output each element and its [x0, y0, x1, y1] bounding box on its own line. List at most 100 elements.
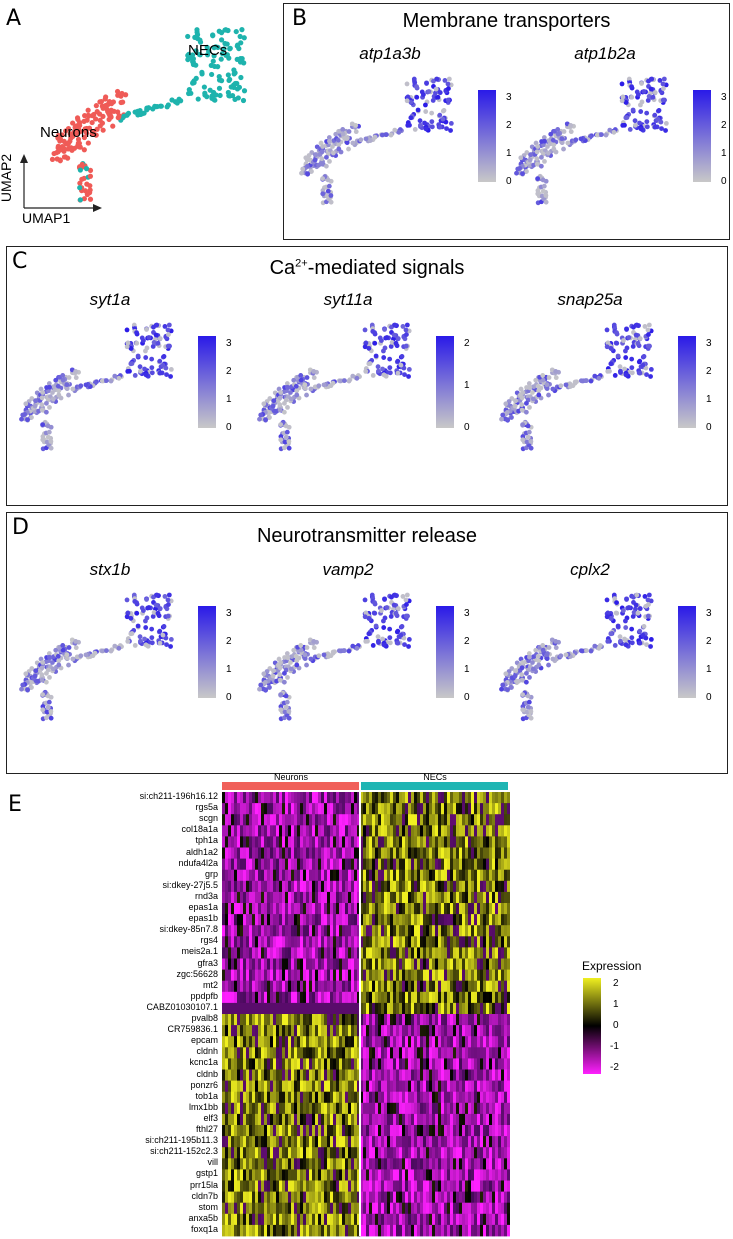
heatmap-cell	[441, 858, 444, 871]
heatmap-cell	[396, 903, 399, 915]
heatmap-cell	[291, 1025, 294, 1037]
heatmap-cell	[498, 980, 501, 993]
heatmap-cell	[225, 903, 228, 915]
heatmap-cell	[420, 903, 423, 915]
heatmap-cell	[399, 925, 402, 937]
heatmap-cell	[438, 980, 441, 993]
heatmap-cell	[477, 1058, 480, 1070]
heatmap-cell	[315, 958, 318, 970]
heatmap-cell	[273, 858, 276, 871]
heatmap-cell	[471, 825, 474, 837]
heatmap-cell	[264, 869, 267, 882]
heatmap-cell	[351, 792, 354, 804]
heatmap-cell	[492, 914, 495, 926]
heatmap-cell	[411, 1069, 414, 1081]
cell-point	[637, 628, 643, 634]
heatmap-cell	[498, 1014, 501, 1026]
heatmap-cell	[447, 1036, 450, 1048]
heatmap-cell	[351, 980, 354, 993]
heatmap-cell	[267, 914, 270, 926]
heatmap-cell	[282, 991, 285, 1004]
heatmap-cell	[306, 1014, 309, 1026]
heatmap-cell	[348, 814, 351, 826]
heatmap-cell	[243, 792, 246, 804]
heatmap-cell	[474, 880, 477, 893]
heatmap-cell	[501, 836, 504, 848]
heatmap-cell	[492, 936, 495, 948]
cell-point	[55, 132, 62, 139]
heatmap-cell	[507, 847, 510, 859]
heatmap-cell	[495, 858, 498, 871]
heatmap-cell	[303, 903, 306, 915]
heatmap-cell	[369, 903, 372, 915]
cell-point	[381, 348, 386, 354]
cell-point	[629, 626, 635, 632]
heatmap-cell	[243, 880, 246, 893]
heatmap-cell	[303, 947, 306, 959]
heatmap-cell	[228, 891, 231, 904]
heatmap-cell	[243, 947, 246, 959]
cell-point	[445, 97, 451, 103]
heatmap-cell	[222, 947, 225, 959]
heatmap-cell	[399, 969, 402, 982]
heatmap-cell	[252, 936, 255, 948]
cell-point	[423, 102, 428, 108]
heatmap-cell	[273, 792, 276, 804]
heatmap-cell	[270, 980, 273, 993]
heatmap-cell	[459, 858, 462, 871]
heatmap-cell	[372, 869, 375, 882]
cell-point	[387, 365, 393, 371]
heatmap-cell	[366, 1058, 369, 1070]
heatmap-cell	[441, 869, 444, 882]
heatmap-cell	[270, 1069, 273, 1081]
cell-point	[89, 119, 95, 126]
cell-point	[294, 658, 300, 664]
heatmap-cell	[417, 969, 420, 982]
heatmap-cell	[453, 947, 456, 959]
heatmap-cell	[486, 958, 489, 970]
cell-point	[46, 699, 52, 705]
cell-point	[118, 99, 124, 106]
heatmap-cell	[402, 980, 405, 993]
heatmap-cell	[348, 825, 351, 837]
heatmap-cell	[228, 991, 231, 1004]
heatmap-cell	[273, 1069, 276, 1081]
heatmap-cell	[309, 1014, 312, 1026]
heatmap-cell	[300, 1080, 303, 1093]
heatmap-cell	[501, 958, 504, 970]
heatmap-cell	[231, 847, 234, 859]
heatmap-cell	[348, 991, 351, 1004]
heatmap-cell	[276, 980, 279, 993]
heatmap-cell	[237, 836, 240, 848]
heatmap-cell	[378, 847, 381, 859]
cell-point	[426, 89, 432, 94]
heatmap-cell	[378, 991, 381, 1004]
cell-point	[197, 52, 203, 58]
cell-point	[70, 120, 76, 126]
cell-point	[632, 118, 638, 124]
heatmap-cell	[387, 1002, 390, 1015]
heatmap-cell	[402, 792, 405, 804]
heatmap-cell	[462, 847, 465, 859]
heatmap-cell	[342, 1036, 345, 1048]
cell-point	[520, 707, 526, 713]
heatmap-cell	[288, 1069, 291, 1081]
heatmap-cell	[249, 891, 252, 904]
heatmap-cell	[465, 803, 468, 815]
heatmap-cell	[477, 836, 480, 848]
heatmap-cell	[231, 880, 234, 893]
heatmap-cell	[234, 947, 237, 959]
cell-point	[622, 636, 627, 642]
heatmap-cell	[255, 947, 258, 959]
heatmap-cell	[348, 947, 351, 959]
heatmap-cell	[228, 903, 231, 915]
heatmap-cell	[246, 980, 249, 993]
cell-point	[43, 679, 49, 685]
cell-point	[291, 377, 297, 383]
heatmap-cell	[303, 925, 306, 937]
heatmap-cell	[378, 958, 381, 970]
heatmap-cell	[300, 803, 303, 815]
heatmap-cell	[264, 903, 267, 915]
